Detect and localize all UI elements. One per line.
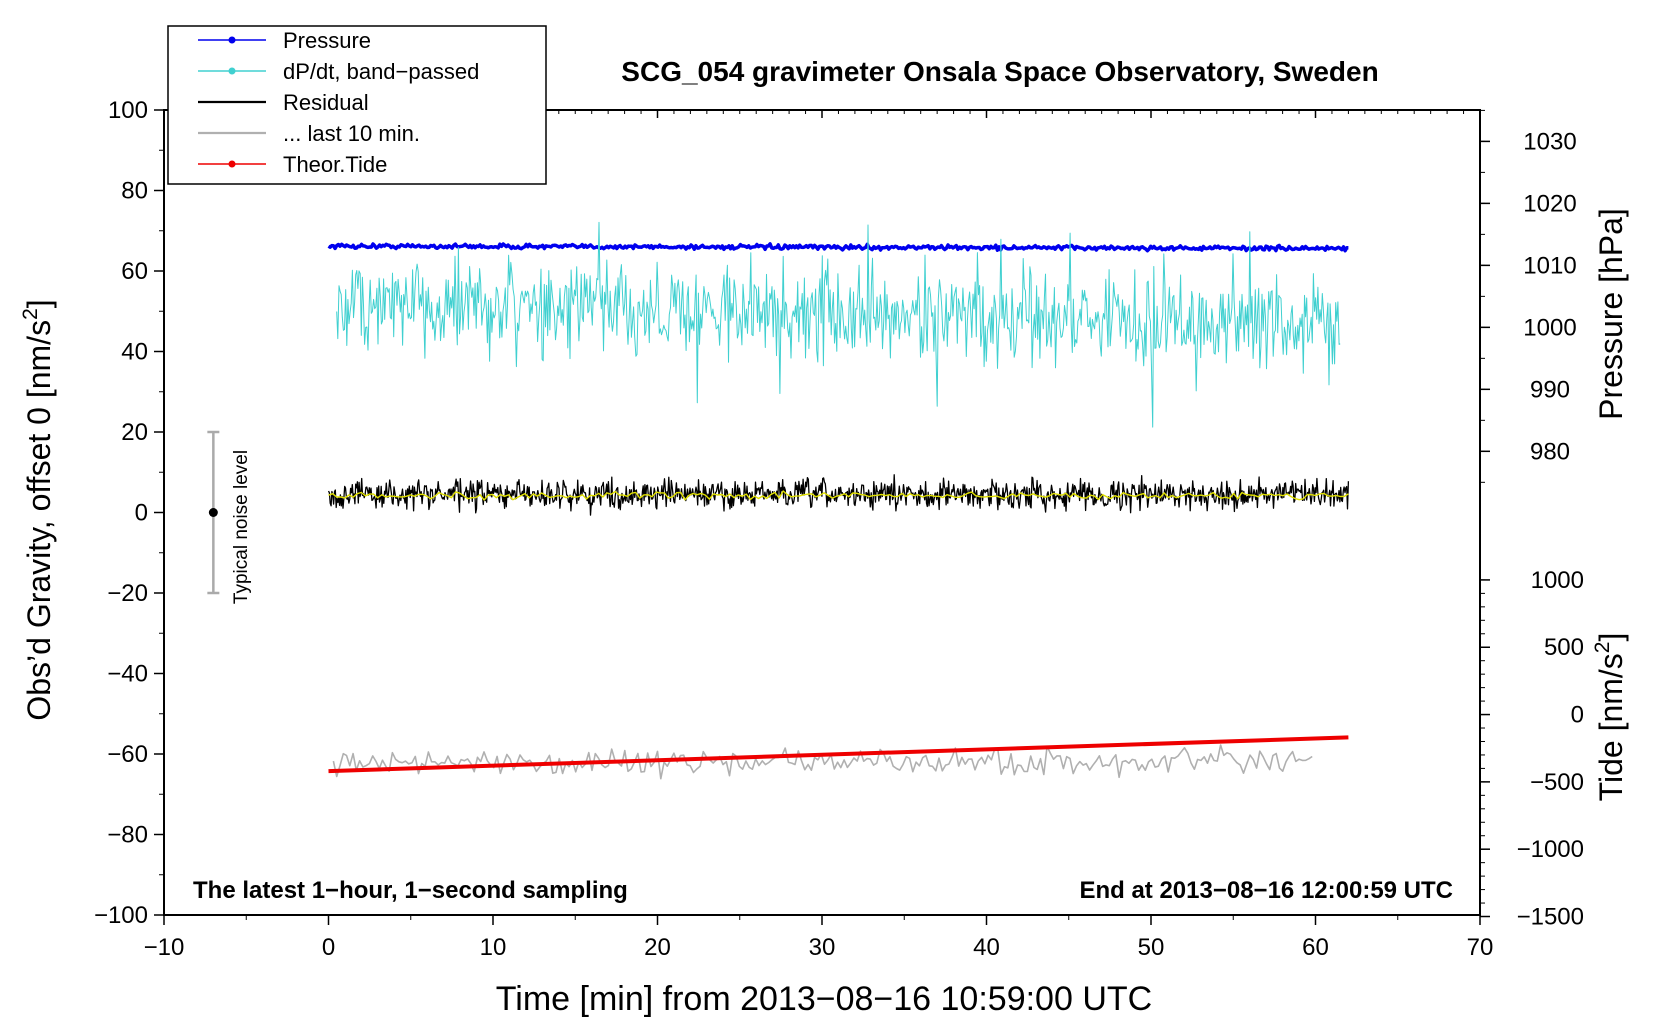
x-tick-label: 50 (1138, 934, 1165, 961)
noise-bar (207, 430, 220, 595)
series-layer (327, 221, 1350, 780)
annotation-left: The latest 1−hour, 1−second sampling (193, 877, 628, 904)
gravity-axis-label-sup: 2 (19, 308, 42, 320)
x-tick-label: 30 (809, 934, 836, 961)
x-tick-label: 40 (973, 934, 1000, 961)
series-residual (327, 474, 1350, 516)
x-tick-label: 70 (1467, 934, 1494, 961)
x-tick-label: 20 (644, 934, 671, 961)
y-tick-label: −40 (107, 661, 148, 688)
y-tick-label: −100 (94, 902, 148, 929)
tide-tick-label: 0 (1571, 702, 1584, 729)
tide-axis-label-main: Tide [nm/s (1593, 653, 1629, 801)
gravity-axis: −100 −80 −60 −40 −20 0 20 40 60 80 100 (94, 97, 164, 929)
y-tick-label: 20 (121, 419, 148, 446)
pressure-tick-label: 980 (1530, 438, 1570, 465)
legend-marker (228, 160, 236, 168)
series-theor-tide (328, 735, 1349, 774)
tide-axis: −1500 −1000 −500 0 500 1000 (1480, 567, 1584, 931)
pressure-tick-label: 1020 (1523, 190, 1576, 217)
series-dp-dt-band-passed (336, 221, 1341, 428)
pressure-tick-label: 990 (1530, 376, 1570, 403)
annotation-right: End at 2013−08−16 12:00:59 UTC (1079, 877, 1453, 904)
x-tick-label: 60 (1302, 934, 1329, 961)
legend-box (167, 25, 547, 185)
gravity-axis-label-end: ] (21, 299, 57, 308)
legend-marker (228, 36, 236, 44)
pressure-axis-label: Pressure [hPa] (1593, 208, 1629, 420)
y-tick-label: −60 (107, 741, 148, 768)
tide-axis-label-sup: 2 (1591, 642, 1614, 654)
noise-bar-center-dot (208, 508, 218, 517)
pressure-tick-label: 1010 (1523, 252, 1576, 279)
y-tick-label: 80 (121, 178, 148, 205)
tide-tick-label: 500 (1544, 634, 1584, 661)
legend-label: Pressure (283, 28, 371, 53)
x-axis-label: Time [min] from 2013−08−16 10:59:00 UTC (496, 980, 1152, 1018)
tide-tick-label: −1500 (1517, 904, 1584, 931)
y-tick-label: −20 (107, 580, 148, 607)
y-tick-label: 40 (121, 339, 148, 366)
legend-label: dP/dt, band−passed (283, 59, 479, 84)
pressure-tick-label: 1000 (1523, 314, 1576, 341)
chart-title: SCG_054 gravimeter Onsala Space Observat… (621, 56, 1378, 87)
x-axis: −10 0 10 20 30 40 50 60 70 (144, 110, 1494, 961)
tide-tick-label: −500 (1530, 769, 1584, 796)
tide-tick-label: 1000 (1531, 567, 1584, 594)
tide-axis-label: Tide [nm/s2] (1591, 633, 1629, 802)
y-tick-label: −80 (107, 822, 148, 849)
x-tick-label: 0 (322, 934, 335, 961)
y-tick-label: 100 (108, 97, 148, 124)
legend-label: Theor.Tide (283, 152, 387, 177)
tide-tick-label: −1000 (1517, 836, 1584, 863)
noise-label: Typical noise level (231, 450, 252, 604)
series-residual-smoothed (328, 490, 1349, 501)
x-tick-label: 10 (480, 934, 507, 961)
y-tick-label: 60 (121, 258, 148, 285)
series-pressure (327, 242, 1349, 253)
plot-frame (163, 109, 1481, 916)
x-tick-label: −10 (144, 934, 185, 961)
pressure-axis: 980 990 1000 1010 1020 1030 (1480, 109, 1577, 483)
gravity-axis-label-main: Obs’d Gravity, offset 0 [nm/s (21, 320, 57, 721)
legend-label: Residual (283, 90, 369, 115)
legend: Pressure dP/dt, band−passed Residual ... la… (167, 25, 547, 185)
pressure-tick-label: 1030 (1523, 128, 1576, 155)
y-tick-label: 0 (135, 500, 148, 527)
series-last-10-min (332, 744, 1313, 780)
gravity-axis-label: Obs’d Gravity, offset 0 [nm/s2] (19, 299, 57, 720)
legend-marker (228, 67, 236, 75)
legend-label: ... last 10 min. (283, 121, 420, 146)
tide-axis-label-end: ] (1593, 633, 1629, 642)
